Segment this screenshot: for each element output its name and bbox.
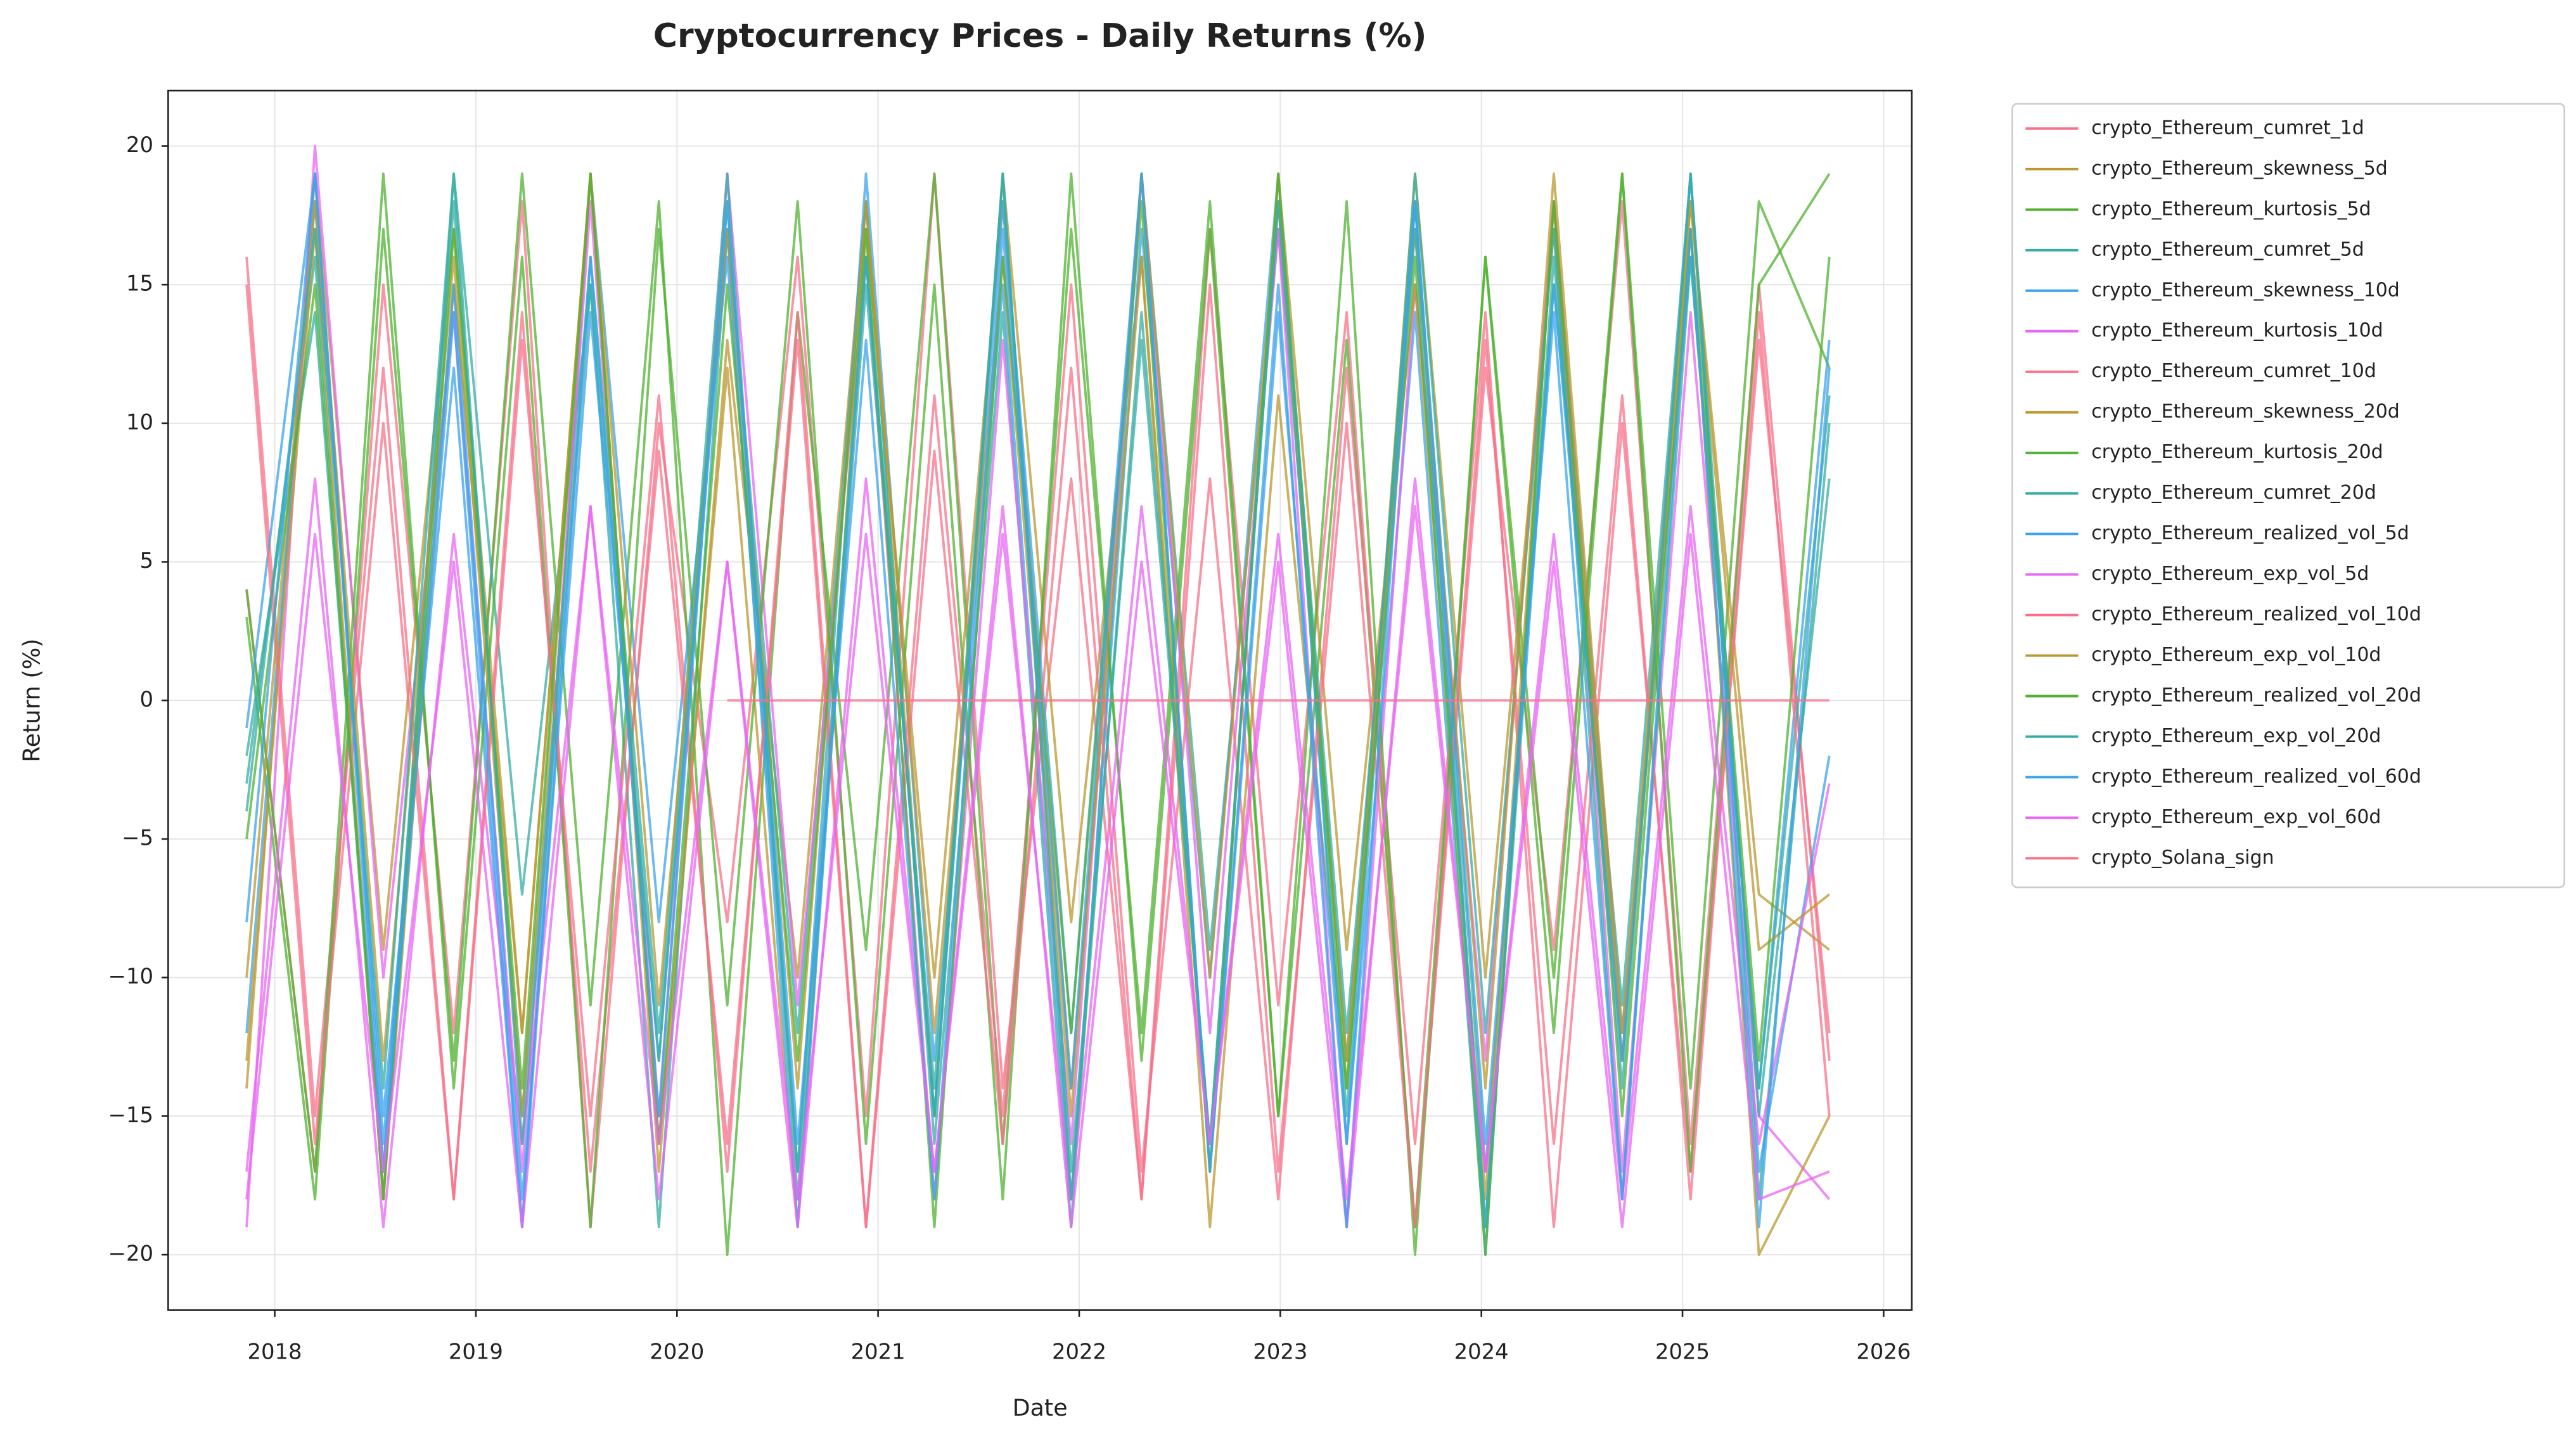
legend-box xyxy=(2011,103,2565,888)
x-axis-label: Date xyxy=(1013,1394,1068,1421)
axes: −20 −15 −10 −5 0 5 10 15 20 2018 2019 2020 2021 2022 2… xyxy=(108,132,1911,1364)
legend-label: crypto_Ethereum_skewness_10d xyxy=(2091,279,2399,301)
legend-label: crypto_Ethereum_realized_vol_5d xyxy=(2091,522,2409,544)
y-tick-label: 15 xyxy=(126,271,153,296)
series-line xyxy=(245,283,1831,1229)
legend-label: crypto_Ethereum_realized_vol_20d xyxy=(2091,684,2421,707)
x-tick-label: 2018 xyxy=(248,1340,302,1364)
x-tick-label: 2019 xyxy=(449,1340,503,1364)
legend-label: crypto_Ethereum_skewness_20d xyxy=(2091,400,2399,423)
legend-label: crypto_Ethereum_exp_vol_60d xyxy=(2091,806,2381,828)
series-line xyxy=(245,505,1830,1229)
legend-label: crypto_Ethereum_realized_vol_60d xyxy=(2091,765,2421,788)
y-tick-label: 0 xyxy=(139,687,153,712)
series-line xyxy=(245,172,1831,1229)
x-tick-label: 2025 xyxy=(1655,1340,1710,1364)
y-tick-label: −10 xyxy=(108,964,153,989)
legend-label: crypto_Solana_sign xyxy=(2091,847,2274,869)
legend: crypto_Ethereum_cumret_1d crypto_Ethereum… xyxy=(2011,103,2565,888)
x-tick-label: 2022 xyxy=(1052,1340,1106,1364)
x-tick-label: 2020 xyxy=(650,1340,704,1364)
y-tick-label: −20 xyxy=(108,1241,153,1266)
legend-label: crypto_Ethereum_kurtosis_10d xyxy=(2091,319,2383,342)
y-tick-label: 5 xyxy=(139,548,153,573)
x-tick-label: 2024 xyxy=(1454,1340,1509,1364)
x-tick-label: 2026 xyxy=(1856,1340,1911,1364)
chart-title: Cryptocurrency Prices - Daily Returns (%… xyxy=(653,17,1427,55)
legend-label: crypto_Ethereum_cumret_20d xyxy=(2091,482,2376,504)
legend-label: crypto_Ethereum_cumret_5d xyxy=(2091,238,2364,260)
plot-area xyxy=(245,144,1831,1256)
y-tick-label: −5 xyxy=(122,825,153,850)
legend-label: crypto_Ethereum_exp_vol_10d xyxy=(2091,644,2381,666)
legend-label: crypto_Ethereum_exp_vol_5d xyxy=(2091,563,2369,585)
legend-label: crypto_Ethereum_cumret_10d xyxy=(2091,360,2376,382)
x-tick-label: 2023 xyxy=(1253,1340,1307,1364)
legend-label: crypto_Ethereum_kurtosis_5d xyxy=(2091,198,2371,220)
legend-label: crypto_Ethereum_exp_vol_20d xyxy=(2091,725,2381,747)
legend-label: crypto_Ethereum_kurtosis_20d xyxy=(2091,441,2383,463)
y-tick-label: −15 xyxy=(108,1103,153,1127)
legend-label: crypto_Ethereum_realized_vol_10d xyxy=(2091,603,2421,625)
y-tick-label: 20 xyxy=(126,132,153,157)
x-tick-label: 2021 xyxy=(851,1340,906,1364)
y-axis-label: Return (%) xyxy=(18,639,46,762)
legend-label: crypto_Ethereum_skewness_5d xyxy=(2091,157,2387,179)
legend-label: crypto_Ethereum_cumret_1d xyxy=(2091,117,2364,139)
y-tick-label: 10 xyxy=(126,409,153,434)
series-line xyxy=(245,172,1831,1229)
